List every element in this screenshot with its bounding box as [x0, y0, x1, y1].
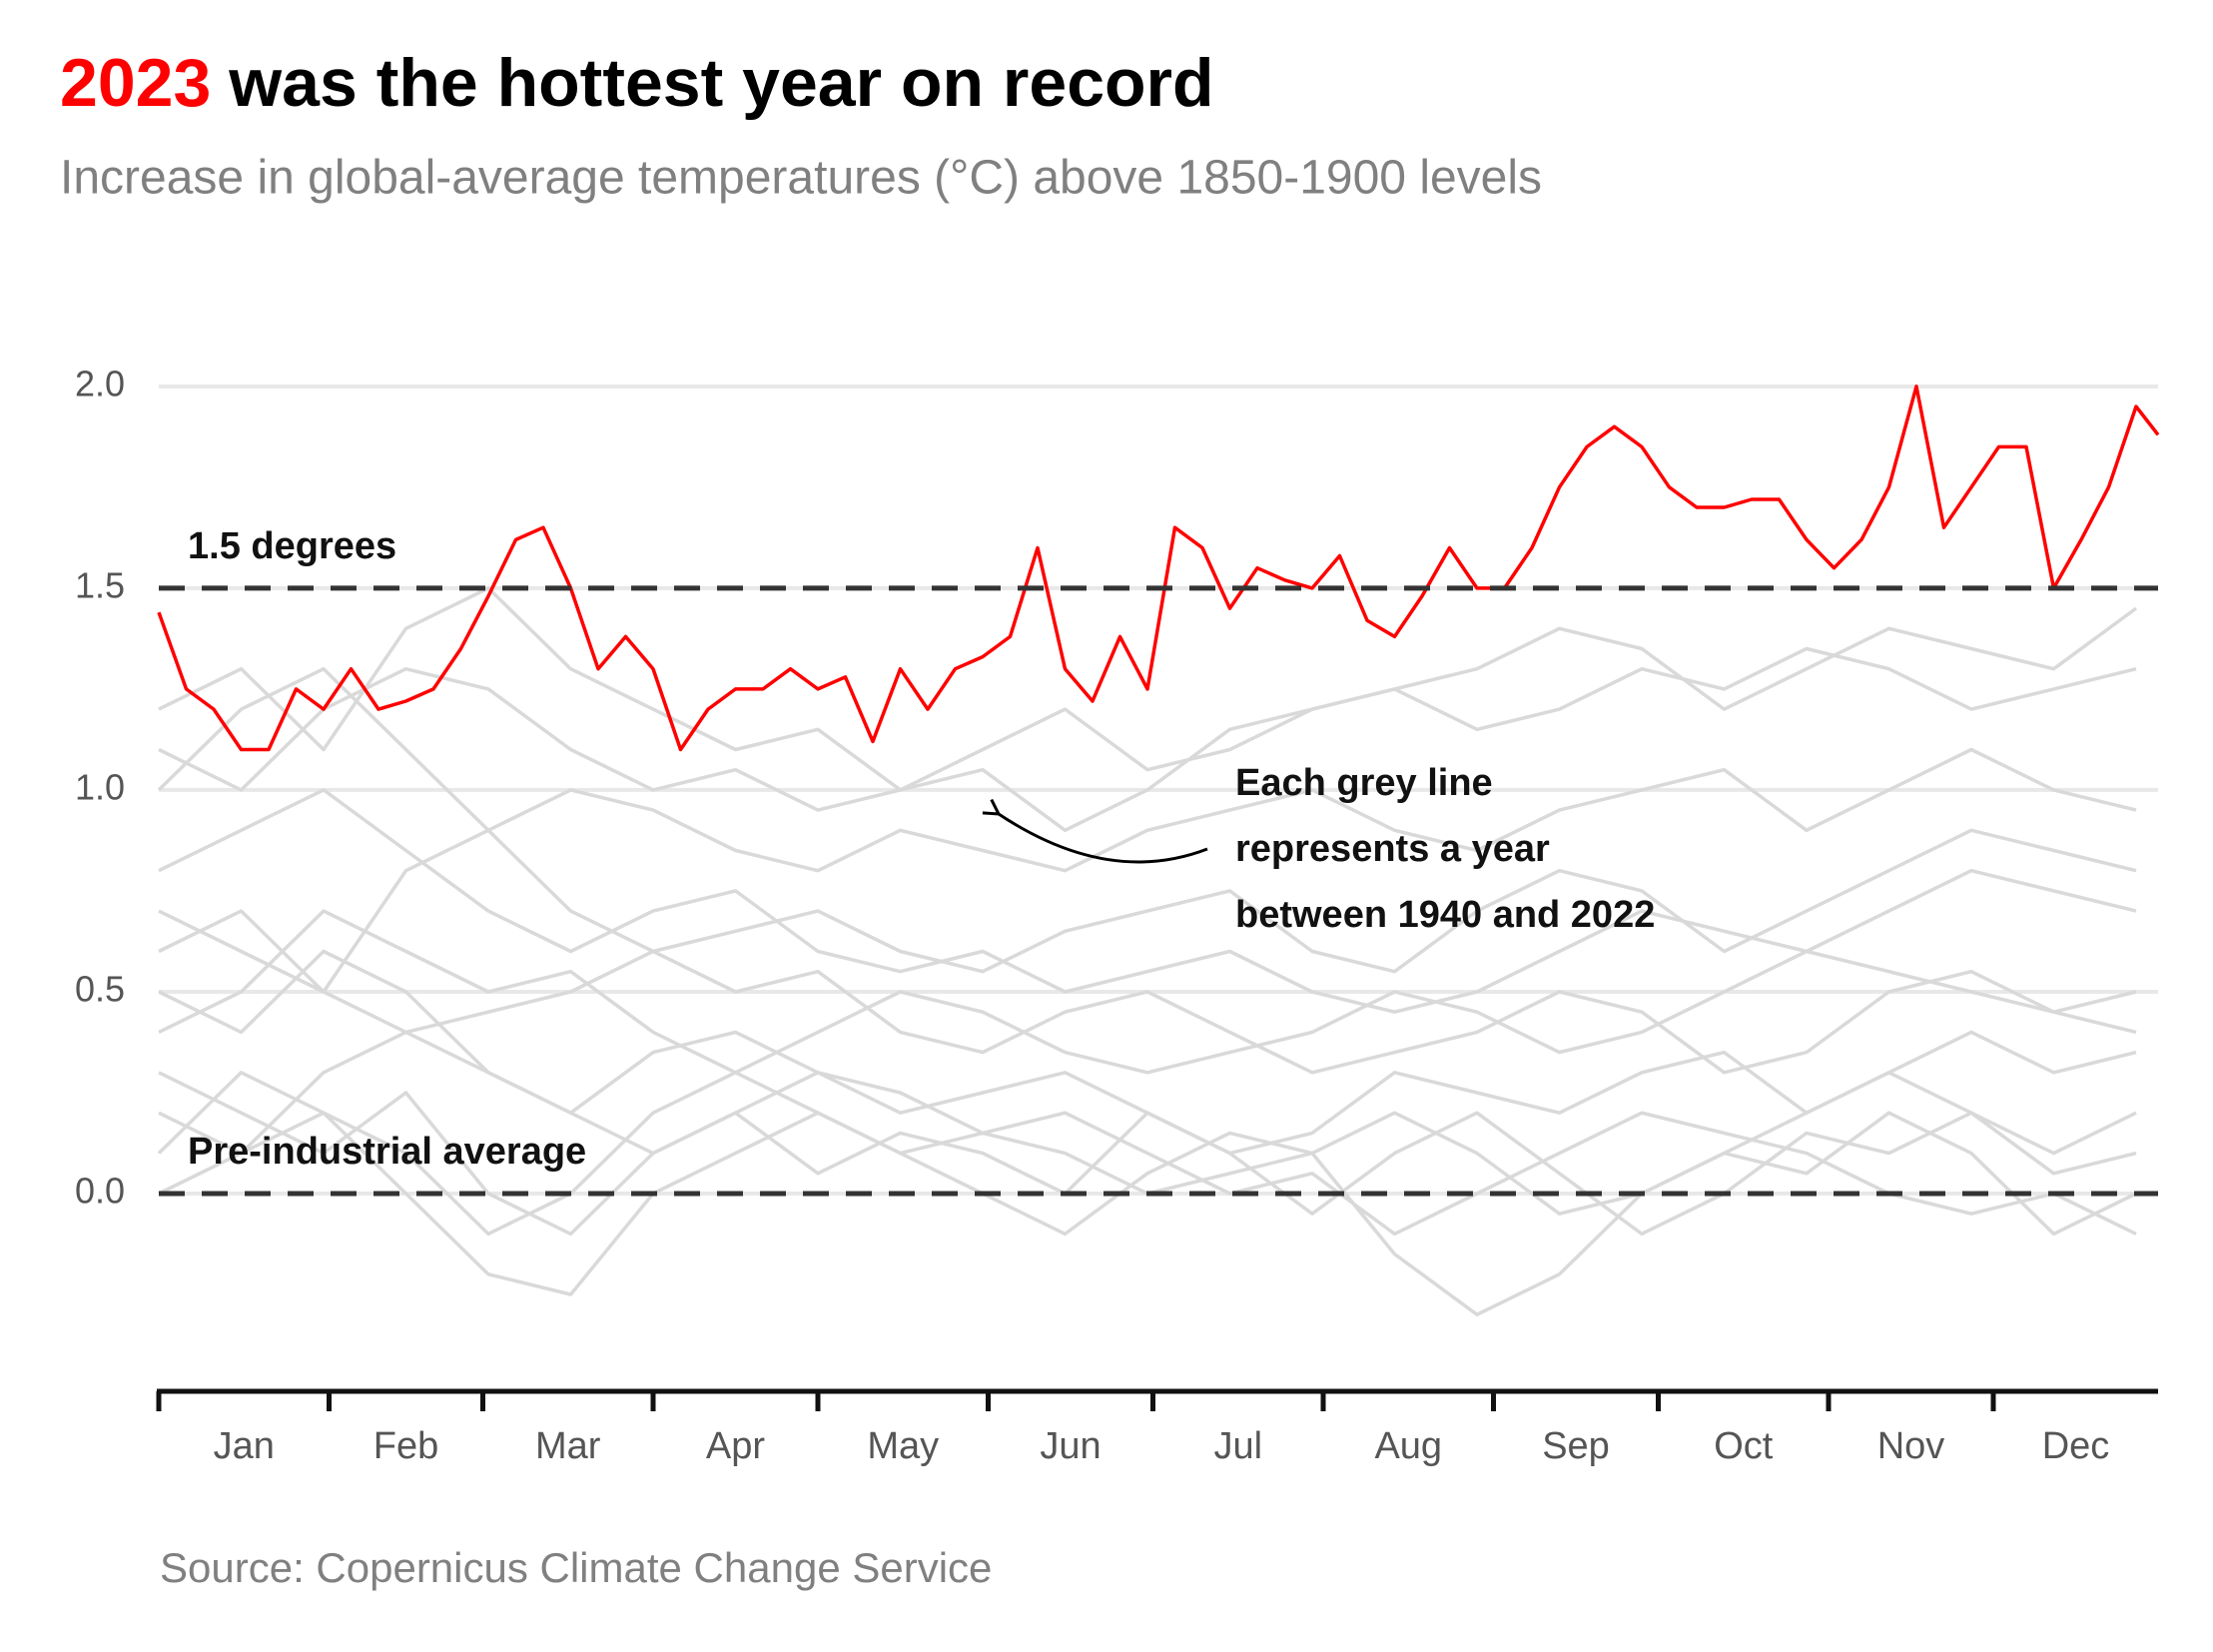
series-line [158, 1071, 2137, 1237]
x-tick-label: Mar [535, 1425, 601, 1467]
y-tick-label: 0.5 [75, 968, 125, 1009]
reference-label: Pre-industrial average [188, 1131, 586, 1173]
annotation-text: between 1940 and 2022 [1235, 894, 1655, 936]
series-line [158, 828, 2137, 994]
x-tick-label: Apr [706, 1425, 765, 1467]
series-line [158, 949, 2137, 1156]
reference-label: 1.5 degrees [188, 525, 396, 567]
title-text: was the hottest year on record [228, 45, 1213, 121]
series-line [157, 1071, 2137, 1316]
series-line [158, 1030, 2137, 1216]
x-tick-label: Jul [1213, 1425, 1262, 1467]
x-tick-label: Jan [214, 1425, 275, 1467]
x-tick-label: Feb [373, 1425, 438, 1467]
x-tick-label: Nov [1877, 1425, 1945, 1467]
annotation-text: Each grey line [1235, 762, 1493, 804]
series-line [158, 909, 2137, 1075]
x-tick-label: Aug [1374, 1425, 1442, 1467]
chart-subtitle: Increase in global-average temperatures … [60, 152, 1542, 205]
x-tick-label: Jun [1040, 1425, 1101, 1467]
series-line [157, 385, 2160, 752]
x-tick-label: May [867, 1425, 939, 1467]
y-tick-label: 1.0 [75, 766, 125, 807]
annotation-arrow [982, 798, 1208, 864]
x-tick-label: Dec [2042, 1425, 2110, 1467]
annotation-text: represents a year [1235, 828, 1550, 870]
x-tick-label: Oct [1714, 1425, 1774, 1467]
y-tick-label: 2.0 [75, 363, 125, 404]
series-line [158, 606, 2138, 833]
series-line [158, 788, 2137, 1014]
series-line [158, 909, 2137, 1075]
x-tick-label: Sep [1542, 1425, 1610, 1467]
series-line [158, 586, 2137, 792]
source: Source: Copernicus Climate Change Servic… [160, 1544, 992, 1591]
y-tick-label: 1.5 [75, 564, 125, 605]
chart-title: 2023 was the hottest year on record [60, 45, 1214, 121]
title-highlight: 2023 [60, 45, 211, 121]
y-tick-label: 0.0 [75, 1171, 125, 1212]
